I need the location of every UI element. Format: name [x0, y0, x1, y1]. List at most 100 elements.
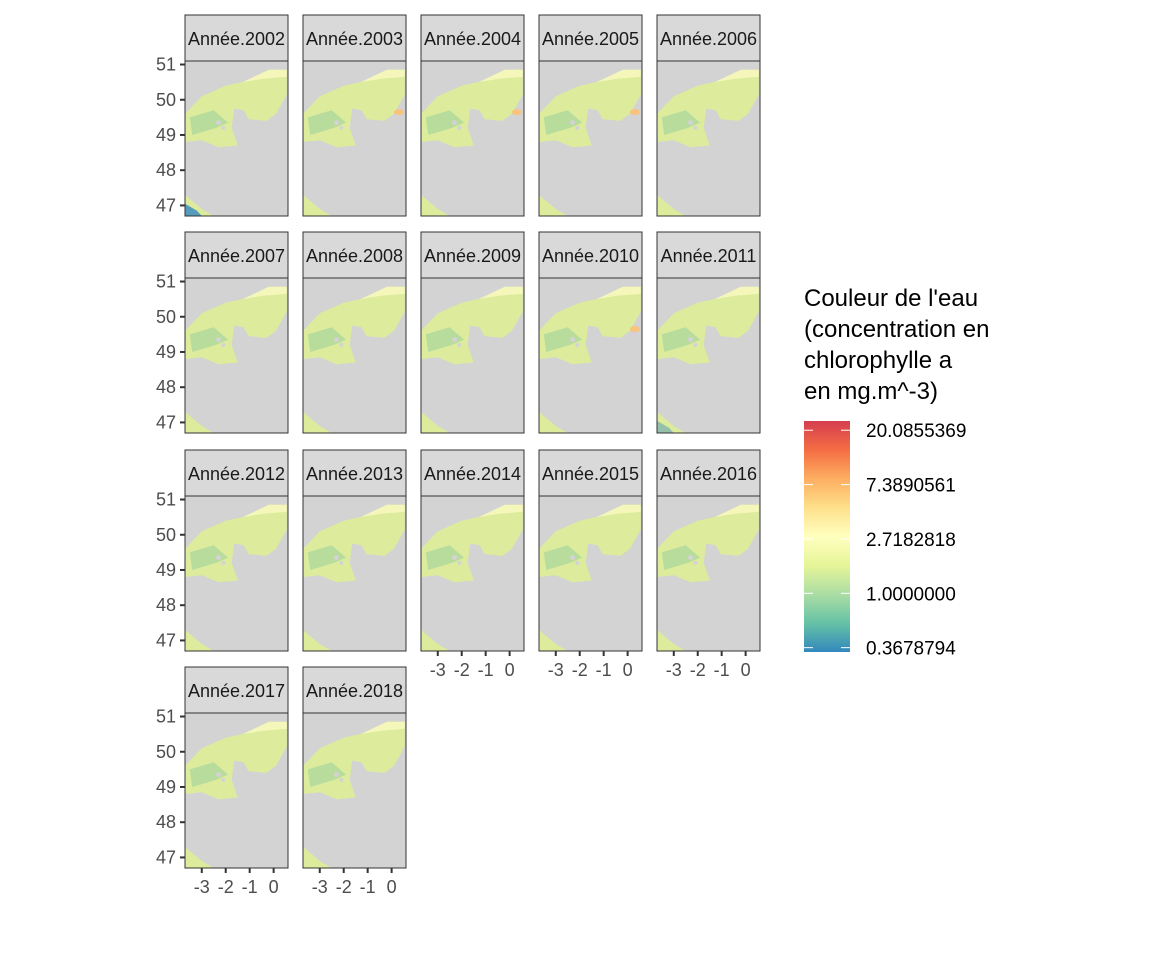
facet-strip — [302, 449, 407, 497]
facet-panel: Année.2005 — [538, 14, 643, 217]
facet-panel: Année.2008 — [302, 231, 407, 434]
southern-sea — [185, 411, 214, 433]
facet-label: Année.2014 — [424, 464, 521, 484]
facet-strip — [538, 449, 643, 497]
island — [570, 555, 576, 561]
y-tick-label: 50 — [156, 525, 176, 545]
high-chlorophyll-patch — [629, 109, 640, 116]
facet-panel: Année.2009 — [420, 231, 525, 434]
coastal-water — [242, 286, 287, 300]
map-area — [656, 277, 761, 434]
x-tick-label: -2 — [690, 660, 706, 680]
coastal-water — [360, 504, 405, 518]
panel-border — [656, 495, 761, 652]
island — [570, 337, 576, 343]
coastal-water — [360, 286, 405, 300]
legend-colorbar — [804, 421, 850, 652]
x-tick-label: -1 — [596, 660, 612, 680]
coastal-water — [714, 286, 759, 300]
facet-strip — [302, 666, 407, 714]
offshore-water — [307, 327, 347, 352]
facet-strip — [420, 231, 525, 279]
y-tick-label: 48 — [156, 377, 176, 397]
southern-sea — [421, 629, 450, 651]
facet-panel: Année.2016 -3 -2 -1 0 — [656, 449, 761, 680]
x-tick-label: -1 — [360, 877, 376, 897]
facet-strip — [184, 449, 289, 497]
coastal-water — [478, 504, 523, 518]
facet-strip — [656, 231, 761, 279]
y-tick-label: 49 — [156, 125, 176, 145]
x-tick-label: -3 — [312, 877, 328, 897]
island — [575, 125, 580, 130]
y-tick-label: 49 — [156, 342, 176, 362]
facet-panel: Année.2011 — [656, 231, 761, 434]
x-tick-label: 0 — [387, 877, 397, 897]
x-tick-label: -2 — [454, 660, 470, 680]
legend-label: 0.3678794 — [866, 639, 956, 660]
offshore-water — [661, 110, 701, 135]
facet-panel: Année.2003 — [302, 14, 407, 217]
island — [221, 125, 226, 130]
facet-label: Année.2012 — [188, 464, 285, 484]
x-tick-label: 0 — [741, 660, 751, 680]
facet-panels: Année.2002 47 48 49 50 51 Année.2003 Année.2004… — [156, 14, 761, 897]
y-tick-label: 47 — [156, 412, 176, 432]
island — [688, 120, 694, 126]
y-tick-label: 48 — [156, 160, 176, 180]
facet-label: Année.2002 — [188, 29, 285, 49]
map-area — [656, 60, 761, 217]
map-area — [538, 495, 643, 652]
facet-panel: Année.2017 47 48 49 50 51 -3 -2 -1 0 — [156, 666, 289, 897]
island — [570, 120, 576, 126]
coastal-water — [242, 69, 287, 83]
offshore-water — [543, 327, 583, 352]
island — [693, 342, 698, 347]
legend-title-line: en mg.m^-3) — [804, 378, 938, 405]
y-tick-label: 48 — [156, 812, 176, 832]
coastal-water — [478, 69, 523, 83]
facet-label: Année.2016 — [660, 464, 757, 484]
island — [575, 560, 580, 565]
southern-sea — [421, 194, 450, 216]
facet-panel: Année.2013 — [302, 449, 407, 652]
map-area — [184, 712, 289, 869]
island — [334, 337, 340, 343]
y-tick-label: 49 — [156, 560, 176, 580]
facet-strip — [184, 231, 289, 279]
map-area — [420, 495, 525, 652]
offshore-water — [307, 762, 347, 787]
map-area — [302, 712, 407, 869]
facet-label: Année.2004 — [424, 29, 521, 49]
map-area — [420, 60, 525, 217]
island — [452, 337, 458, 343]
southern-sea — [421, 411, 450, 433]
map-area — [420, 277, 525, 434]
legend: Couleur de l'eau (concentration en chlorop… — [804, 285, 989, 660]
x-tick-label: -1 — [242, 877, 258, 897]
facet-panel: Année.2007 47 48 49 50 51 — [156, 231, 289, 434]
y-tick-label: 51 — [156, 490, 176, 510]
legend-title-line: (concentration en — [804, 316, 989, 343]
panel-border — [420, 60, 525, 217]
panel-border — [184, 712, 289, 869]
facet-panel: Année.2018 -3 -2 -1 0 — [302, 666, 407, 897]
southern-sea — [303, 411, 332, 433]
map-area — [302, 495, 407, 652]
x-tick-label: -3 — [666, 660, 682, 680]
southern-sea — [657, 194, 686, 216]
offshore-water — [543, 110, 583, 135]
panel-border — [184, 495, 289, 652]
facet-panel: Année.2012 47 48 49 50 51 — [156, 449, 289, 652]
map-area — [184, 495, 289, 652]
y-tick-label: 51 — [156, 707, 176, 727]
low-chlorophyll-patch — [185, 203, 202, 216]
island — [334, 772, 340, 778]
island — [452, 555, 458, 561]
x-tick-label: 0 — [623, 660, 633, 680]
panel-border — [302, 277, 407, 434]
y-tick-label: 51 — [156, 272, 176, 292]
island — [221, 342, 226, 347]
legend-label: 7.3890561 — [866, 476, 956, 497]
